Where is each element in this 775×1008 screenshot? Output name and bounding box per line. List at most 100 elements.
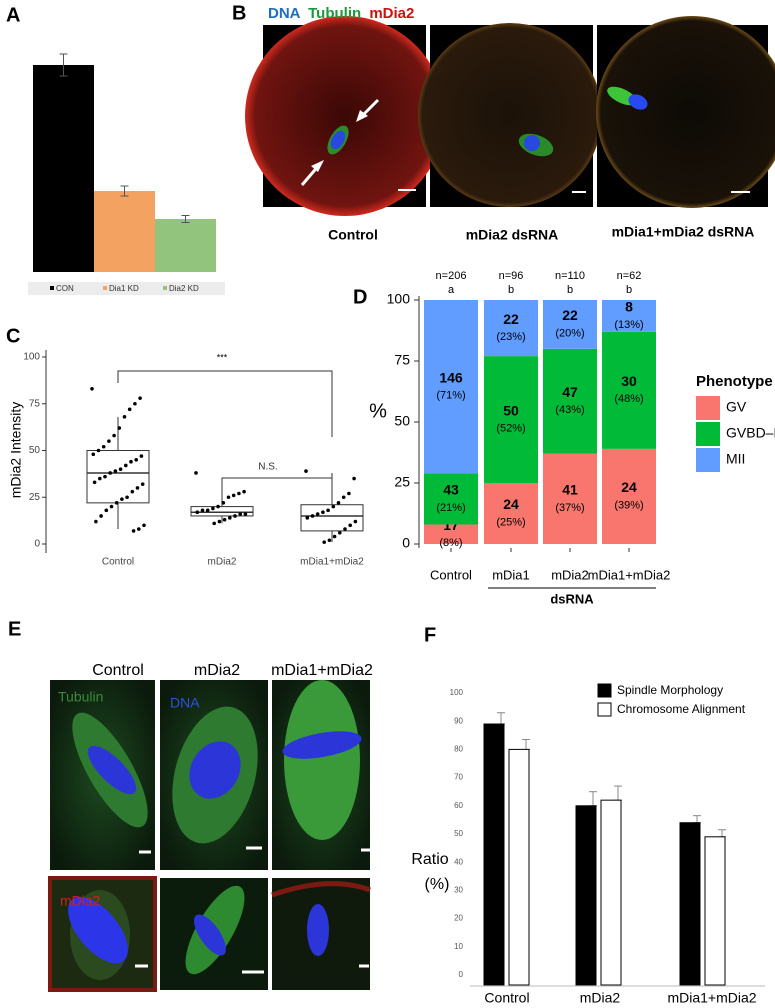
point — [242, 489, 246, 494]
legend-key — [50, 286, 54, 290]
y-tick-label: 0 — [402, 535, 410, 551]
point — [353, 519, 358, 524]
point — [216, 504, 220, 509]
point — [101, 444, 106, 449]
point — [122, 415, 127, 419]
segment — [484, 356, 538, 483]
point — [343, 527, 347, 531]
bar — [508, 748, 530, 986]
legend-label: MII — [726, 451, 745, 467]
x-tick-label: mDia1+mDia2 — [588, 567, 671, 582]
count-label: 43 — [443, 482, 459, 498]
y-tick-label: 40 — [454, 857, 463, 866]
point — [233, 514, 237, 518]
x-tick-label: mDia1+mDia2 — [667, 990, 756, 1006]
value-label: (37%) — [555, 502, 584, 514]
value-label: (8%) — [439, 537, 462, 549]
legend-strip — [28, 282, 225, 295]
y-tick-label: 25 — [394, 474, 410, 490]
point — [103, 474, 107, 479]
point — [228, 516, 232, 520]
group-letter: b — [626, 284, 632, 296]
column-header: Control — [92, 662, 144, 679]
bracket — [117, 370, 333, 437]
legend-key — [103, 286, 107, 290]
point — [96, 448, 101, 453]
legend-label: GVBD–MI — [726, 425, 775, 441]
segment — [424, 300, 478, 474]
segment — [602, 448, 656, 544]
legend-tubulin: Tubulin — [308, 5, 361, 22]
point — [243, 512, 248, 516]
count-label: 24 — [621, 479, 637, 495]
channel-label: Tubulin — [58, 689, 103, 705]
legend-label: CON — [56, 284, 74, 293]
caption: mDia1+mDia2 dsRNA — [612, 224, 755, 240]
segment — [543, 300, 597, 349]
point — [231, 493, 236, 498]
bar — [704, 836, 726, 986]
legend-key — [696, 396, 720, 420]
point — [113, 469, 118, 473]
point — [133, 401, 137, 406]
x-tick-label: mDia2 — [551, 567, 589, 582]
legend-dna: DNA — [268, 5, 301, 22]
n-label: n=206 — [436, 270, 467, 282]
segment — [484, 483, 538, 544]
legend-key — [597, 702, 612, 717]
value-label: (21%) — [436, 502, 465, 514]
point — [212, 521, 216, 526]
segment — [484, 300, 538, 357]
legend-key — [597, 683, 612, 698]
point — [194, 471, 198, 475]
count-label: 50 — [503, 402, 519, 418]
point — [352, 476, 356, 481]
point — [326, 508, 330, 513]
y-tick-label: 100 — [23, 352, 40, 363]
point — [118, 467, 123, 472]
point — [130, 489, 135, 494]
value-label: (39%) — [614, 499, 643, 511]
x-tick-label: mDia2 — [208, 557, 237, 568]
bracket — [221, 477, 333, 495]
x-tick-label: Control — [430, 567, 472, 582]
group-label: dsRNA — [550, 591, 594, 606]
panel-label: F — [424, 624, 436, 646]
box — [300, 504, 364, 532]
panel-label: A — [6, 4, 20, 26]
value-label: (52%) — [496, 422, 525, 434]
legend: DNA Tubulin mDia2 — [268, 5, 414, 22]
point — [142, 523, 146, 528]
point — [129, 459, 133, 464]
value-label: (13%) — [614, 319, 643, 331]
point — [99, 514, 103, 518]
x-tick-label: Control — [102, 557, 134, 568]
panel-label: E — [8, 618, 21, 640]
y-tick-label: 60 — [454, 801, 463, 810]
point — [348, 523, 353, 528]
point — [222, 517, 227, 522]
count-label: 41 — [562, 482, 578, 498]
y-tick-label: 50 — [394, 413, 410, 429]
y-tick-label: 90 — [454, 716, 463, 725]
point — [117, 426, 122, 430]
value-label: (20%) — [555, 327, 584, 339]
point — [104, 508, 109, 513]
point — [108, 471, 112, 475]
annotation: *** — [217, 352, 228, 362]
y-axis-label: (%) — [425, 876, 450, 893]
count-label: 8 — [625, 299, 633, 315]
y-tick-label: 100 — [387, 291, 411, 307]
point — [321, 510, 325, 515]
y-tick-label: 0 — [34, 539, 40, 550]
count-label: 22 — [562, 307, 578, 323]
y-tick-label: 70 — [454, 773, 463, 782]
y-axis-label: Ratio — [411, 851, 448, 868]
group-letter: b — [508, 284, 514, 296]
point — [134, 458, 138, 462]
point — [217, 519, 222, 524]
panel-label: D — [353, 286, 367, 308]
legend-key — [163, 286, 167, 290]
n-label: n=96 — [499, 270, 524, 282]
